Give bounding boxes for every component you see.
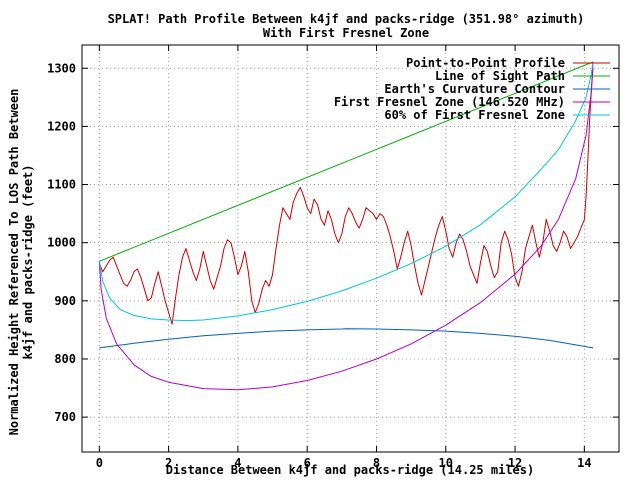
chart-subtitle: With First Fresnel Zone	[263, 26, 429, 40]
x-tick-label: 8	[373, 456, 380, 470]
x-tick-label: 6	[304, 456, 311, 470]
legend-label-2: Line of Sight Path	[435, 69, 565, 83]
x-tick-label: 4	[234, 456, 241, 470]
y-tick-label: 900	[54, 294, 76, 308]
x-tick-label: 10	[439, 456, 453, 470]
series-layer	[98, 61, 594, 391]
series-line-3	[99, 328, 594, 349]
series-line-4	[98, 61, 594, 391]
legend-label-4: First Fresnel Zone (146.520 MHz)	[334, 95, 565, 109]
y-tick-label: 1300	[47, 61, 76, 75]
y-tick-label: 1100	[47, 178, 76, 192]
y-tick-label: 700	[54, 410, 76, 424]
legend-label-3: Earth's Curvature Contour	[384, 82, 565, 96]
x-tick-label: 0	[96, 456, 103, 470]
y-tick-label: 1000	[47, 236, 76, 250]
x-tick-label: 12	[508, 456, 522, 470]
y-tick-label: 800	[54, 352, 76, 366]
y-tick-label: 1200	[47, 119, 76, 133]
y-axis-label-line1: Normalized Height Referenced To LOS Path…	[7, 89, 21, 436]
series-line-1	[98, 68, 594, 325]
x-tick-label: 14	[577, 456, 591, 470]
x-axis-label: Distance Between k4jf and packs-ridge (1…	[166, 463, 534, 477]
x-tick-label: 2	[165, 456, 172, 470]
series-line-5	[98, 61, 594, 322]
series-line-2	[99, 61, 594, 262]
legend-label-5: 60% of First Fresnel Zone	[384, 108, 565, 122]
legend-label-1: Point-to-Point Profile	[406, 56, 565, 70]
y-axis-label-line2: k4jf and packs-ridge (feet)	[21, 164, 35, 359]
grid-layer	[82, 45, 619, 452]
chart-title: SPLAT! Path Profile Between k4jf and pac…	[108, 12, 585, 26]
tick-layer: 0 2 4 6 8 10 12 14 700 800 900 1000 1100 1200 1300	[47, 45, 619, 470]
plot-frame	[81, 44, 620, 453]
